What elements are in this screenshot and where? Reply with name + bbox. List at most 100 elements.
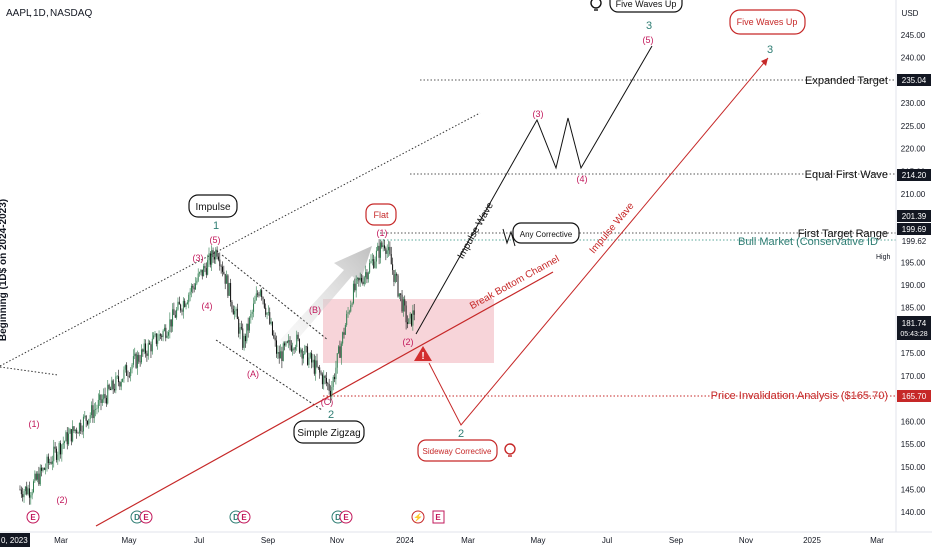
candle-body (146, 353, 148, 356)
candle-body (124, 365, 126, 370)
candle-body (405, 305, 407, 323)
svg-text:Impulse: Impulse (195, 202, 230, 213)
simple-zigzag-callout: Simple Zigzag (293, 420, 365, 444)
candle-body (251, 311, 253, 314)
svg-text:Sideway Corrective: Sideway Corrective (423, 447, 492, 456)
candle-body (114, 389, 115, 391)
candle-body (247, 323, 249, 331)
flat-label-2: (2) (403, 337, 414, 347)
candle-body (351, 303, 353, 306)
candle-body (212, 250, 214, 258)
svg-text:E: E (241, 513, 247, 522)
candle-body (382, 245, 384, 247)
impulse-wave-black-label: Impulse Wave (456, 200, 496, 261)
candle-body (50, 461, 52, 464)
candle-body (166, 335, 168, 338)
price-axis[interactable] (896, 0, 932, 532)
candle-body (413, 310, 415, 315)
candle-body (184, 300, 186, 307)
svg-text:E: E (343, 513, 349, 522)
currency-label: USD (902, 9, 919, 18)
time-labels: Mar May Jul Sep Nov 2024 Mar May Jul Sep Nov 2025 Ma… (54, 536, 884, 545)
candle-body (143, 343, 145, 352)
wave-label-5: (5) (210, 235, 221, 245)
candle-body (331, 387, 333, 397)
candle-body (274, 337, 276, 341)
any-corrective-callout: Any Corrective (512, 222, 580, 244)
candle-body (116, 376, 118, 377)
symbol-header[interactable]: AAPL , 1D , NASDAQ (6, 8, 92, 19)
candle-body (307, 346, 309, 365)
candle-body (19, 489, 21, 491)
candle-body (181, 310, 183, 312)
candle-body (92, 405, 94, 419)
candle-body (284, 343, 286, 346)
candle-body (261, 290, 263, 298)
candle-body (231, 302, 233, 309)
svg-text:D: D (233, 513, 239, 522)
svg-text:E: E (30, 513, 36, 522)
demand-zone (323, 299, 494, 363)
flat-label-1: (1) (377, 228, 388, 238)
candle-body (39, 467, 41, 485)
red-arrowhead (761, 58, 768, 66)
candle-body (76, 429, 78, 434)
svg-text:!: ! (421, 351, 424, 362)
time-label: Jul (602, 536, 612, 545)
candle-body (389, 246, 391, 255)
candle-body (398, 293, 400, 297)
candle-body (24, 486, 26, 492)
candle-body (41, 467, 43, 471)
time-axis[interactable] (0, 532, 932, 550)
wave-label-b: (B) (309, 305, 321, 315)
price-candles (19, 238, 415, 505)
red-projection-path (428, 57, 769, 426)
candle-body (288, 340, 290, 343)
wave-label-c: (C) (321, 397, 334, 407)
candle-body (323, 375, 325, 385)
candle-body (393, 270, 395, 282)
candle-body (217, 256, 219, 260)
price-tick-label: 195.00 (901, 258, 926, 267)
svg-text:165.70: 165.70 (902, 392, 927, 401)
candle-body (361, 277, 363, 282)
header-sep-1: , (29, 8, 32, 19)
price-tag-invalidation: 165.70 (897, 390, 931, 402)
candle-body (123, 369, 125, 379)
price-tick-label: 230.00 (901, 99, 926, 108)
candle-body (224, 273, 226, 284)
ghost-arrow (280, 246, 372, 348)
candle-body (73, 426, 75, 432)
candle-body (309, 353, 311, 358)
five-waves-up-black-callout: Five Waves Up (609, 0, 683, 13)
candle-body (58, 443, 60, 455)
zigzag-channel-upper (221, 254, 329, 341)
candle-body (54, 446, 56, 449)
black-projection-path (415, 45, 653, 335)
candle-body (38, 473, 40, 485)
candle-body (20, 489, 22, 495)
time-label: 2024 (396, 536, 414, 545)
candle-body (298, 339, 300, 353)
upper-channel-line (0, 112, 481, 367)
idea-bulb-icon (504, 443, 516, 457)
svg-text:Simple Zigzag: Simple Zigzag (297, 428, 360, 439)
candle-body (35, 473, 37, 480)
candle-body (384, 245, 385, 249)
candle-body (26, 486, 28, 495)
candle-body (377, 245, 379, 251)
candle-body (347, 311, 349, 314)
candle-body (49, 461, 51, 464)
candle-body (107, 384, 109, 404)
candle-body (178, 301, 180, 305)
candle-body (130, 368, 132, 377)
candle-body (304, 346, 306, 354)
candle-body (95, 409, 97, 410)
candle-body (88, 418, 90, 425)
candle-body (365, 272, 367, 278)
wave-label-2: (2) (57, 495, 68, 505)
candle-body (120, 381, 122, 387)
candle-body (266, 312, 268, 315)
time-label: Sep (261, 536, 276, 545)
